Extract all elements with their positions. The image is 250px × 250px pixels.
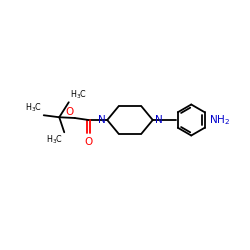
Text: N: N	[98, 115, 106, 125]
Text: NH$_2$: NH$_2$	[209, 113, 230, 127]
Text: H$_3$C: H$_3$C	[70, 89, 87, 101]
Text: O: O	[65, 107, 73, 117]
Text: N: N	[154, 115, 162, 125]
Text: H$_3$C: H$_3$C	[46, 134, 63, 146]
Text: H$_3$C: H$_3$C	[26, 102, 42, 114]
Text: O: O	[84, 137, 92, 147]
